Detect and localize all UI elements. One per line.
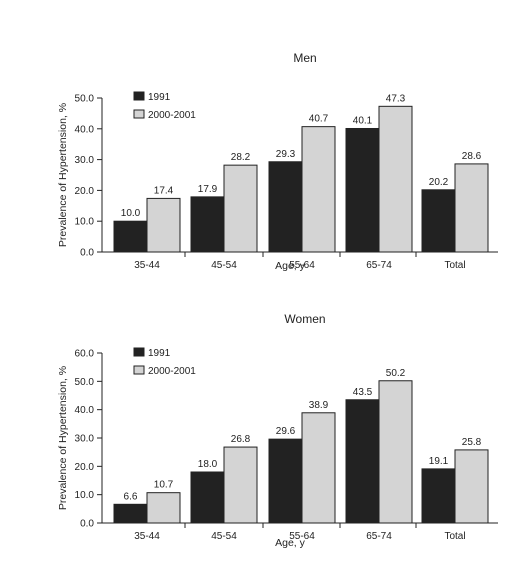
women-y-tick-label: 30.0 [75,434,95,445]
women-y-axis-label: Prevalence of Hypertension, % [57,366,69,510]
men-data-label: 40.7 [309,114,329,125]
women-bar-2000-2001 [223,446,258,524]
men-x-tick-label: 35-44 [134,260,160,271]
women-x-axis-label: Age, y [275,537,306,549]
women-data-label: 10.7 [154,480,174,491]
women-y-tick-label: 0.0 [80,519,94,530]
men-bar-1991 [190,196,225,253]
men-data-label: 28.6 [462,151,482,162]
men-bar-1991 [421,189,456,253]
men-y-tick-label: 40.0 [75,124,95,135]
men-data-label: 10.0 [121,208,141,219]
men-y-tick-label: 0.0 [80,248,94,259]
women-data-label: 29.6 [276,426,296,437]
women-bar-2000-2001 [146,492,181,524]
women-chart-title: Women [284,312,325,326]
women-data-label: 18.0 [198,459,218,470]
men-x-tick-label: Total [444,260,465,271]
men-data-label: 17.9 [198,184,218,195]
men-chart-title: Men [293,51,316,65]
men-bar-2000-2001 [301,126,336,253]
men-x-tick-label: 45-54 [211,260,237,271]
men-bar-2000-2001 [146,197,181,253]
women-data-label: 50.2 [386,368,406,379]
men-bar-1991 [268,161,303,253]
men-x-axis-label: Age, y [275,260,306,272]
women-data-label: 43.5 [353,387,373,398]
men-bar-1991 [113,220,148,253]
men-bar-2000-2001 [223,164,258,253]
women-legend-label: 1991 [148,348,171,359]
men-legend-swatch [133,91,145,101]
women-bar-2000-2001 [301,412,336,524]
men-data-label: 28.2 [231,152,251,163]
women-x-tick-label: 35-44 [134,531,160,542]
men-data-label: 20.2 [429,177,449,188]
women-bar-1991 [421,468,456,524]
women-data-label: 38.9 [309,400,329,411]
women-y-tick-label: 50.0 [75,377,95,388]
women-legend-swatch [133,347,145,357]
women-y-tick-label: 40.0 [75,405,95,416]
men-data-label: 40.1 [353,115,373,126]
women-bar-1991 [268,438,303,524]
women-data-label: 25.8 [462,437,482,448]
women-legend-label: 2000-2001 [148,366,196,377]
men-y-axis-label: Prevalence of Hypertension, % [57,103,69,247]
men-x-tick-label: 55-64 [289,260,315,271]
women-bar-2000-2001 [378,380,413,524]
men-y-tick-label: 10.0 [75,217,95,228]
women-bar-1991 [345,399,380,524]
women-data-label: 26.8 [231,434,251,445]
men-y-tick-label: 30.0 [75,155,95,166]
men-legend-label: 1991 [148,92,171,103]
men-bar-1991 [345,127,380,253]
women-x-tick-label: 45-54 [211,531,237,542]
women-data-label: 19.1 [429,456,449,467]
women-y-tick-label: 60.0 [75,349,95,360]
men-data-label: 47.3 [386,93,406,104]
women-data-label: 6.6 [124,491,138,502]
men-legend-label: 2000-2001 [148,110,196,121]
women-x-tick-label: 65-74 [366,531,392,542]
men-x-tick-label: 65-74 [366,260,392,271]
women-bar-2000-2001 [454,449,489,524]
women-legend-swatch [133,365,145,375]
men-bar-2000-2001 [378,105,413,253]
men-y-tick-label: 20.0 [75,186,95,197]
men-data-label: 29.3 [276,149,296,160]
men-y-tick-label: 50.0 [75,94,95,105]
women-y-tick-label: 20.0 [75,462,95,473]
women-bar-1991 [190,471,225,524]
men-bar-2000-2001 [454,163,489,253]
women-y-tick-label: 10.0 [75,490,95,501]
men-data-label: 17.4 [154,185,174,196]
women-x-tick-label: 55-64 [289,531,315,542]
women-x-tick-label: Total [444,531,465,542]
men-legend-swatch [133,109,145,119]
women-bar-1991 [113,503,148,524]
